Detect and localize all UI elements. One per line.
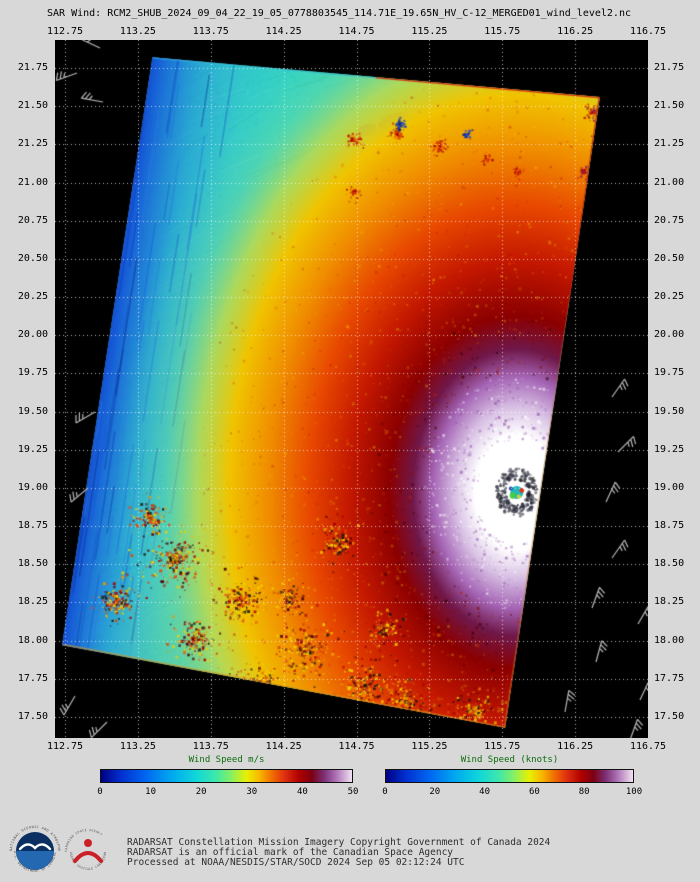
lat-tick-right: 19.25 <box>654 443 685 455</box>
lat-tick-right: 21.00 <box>654 176 685 188</box>
lat-tick-right: 20.00 <box>654 329 685 341</box>
lat-tick-right: 20.25 <box>654 291 685 303</box>
lat-tick-right: 21.75 <box>654 62 685 73</box>
csa-logo: CANADIAN SPACE AGENCY AGENCE SPATIALE CA… <box>63 827 107 871</box>
colorbar-ms-tick: 0 <box>97 787 103 797</box>
lat-tick-left: 20.00 <box>17 329 48 341</box>
colorbar-ms-tick: 40 <box>296 787 308 797</box>
lon-tick-top: 114.25 <box>265 26 302 37</box>
colorbar-knots-tick: 40 <box>479 787 491 797</box>
lon-tick-top: 112.75 <box>46 26 84 37</box>
lat-tick-right: 20.50 <box>654 252 685 264</box>
lat-tick-right: 17.50 <box>654 710 685 722</box>
noaa-logo: NATIONAL OCEANIC AND ATMOSPHERIC ADMINIS… <box>8 824 61 873</box>
lat-tick-left: 19.00 <box>17 481 48 493</box>
colorbar-knots-title: Wind Speed (knots) <box>460 755 559 765</box>
lat-tick-left: 21.00 <box>17 176 48 188</box>
colorbar-knots-tick: 80 <box>578 787 590 797</box>
lat-tick-right: 17.75 <box>654 672 685 684</box>
lat-tick-left: 17.75 <box>17 672 48 684</box>
colorbar-knots-tick: 60 <box>528 787 540 797</box>
colorbar-knots-tick: 100 <box>625 787 643 797</box>
lon-tick-bottom: 114.25 <box>265 741 302 752</box>
lat-tick-right: 18.25 <box>654 596 685 608</box>
lat-tick-right: 18.00 <box>654 634 685 646</box>
lon-tick-top: 113.75 <box>192 26 229 37</box>
lat-tick-left: 20.25 <box>17 291 48 303</box>
lon-tick-bottom: 113.25 <box>119 741 156 752</box>
lon-tick-top: 114.75 <box>338 26 375 37</box>
lon-tick-top: 116.25 <box>557 26 594 37</box>
lat-tick-left: 19.50 <box>17 405 48 417</box>
lat-tick-right: 20.75 <box>654 214 685 226</box>
lat-tick-left: 21.50 <box>17 100 48 112</box>
lat-tick-right: 19.75 <box>654 367 685 379</box>
figure-title: SAR Wind: RCM2_SHUB_2024_09_04_22_19_05_… <box>47 8 631 19</box>
noaa-sea <box>16 851 54 870</box>
lat-tick-right: 21.25 <box>654 138 685 150</box>
lat-tick-right: 19.00 <box>654 481 685 493</box>
credit-line-1: RADARSAT Constellation Mission Imagery C… <box>127 837 551 848</box>
credit-line-2: RADARSAT is an official mark of the Cana… <box>127 847 454 858</box>
csa-ring-text-top: CANADIAN SPACE AGENCY <box>64 828 103 852</box>
credits: RADARSAT Constellation Mission Imagery C… <box>127 838 550 868</box>
lat-tick-right: 18.75 <box>654 520 685 532</box>
lon-tick-bottom: 115.75 <box>484 741 521 752</box>
lon-tick-bottom: 114.75 <box>338 741 375 752</box>
lon-tick-top: 115.25 <box>411 26 448 37</box>
noaa-gull-icon <box>18 843 52 851</box>
lat-tick-left: 18.75 <box>17 520 48 532</box>
lat-tick-left: 20.50 <box>17 252 48 264</box>
credit-line-3: Processed at NOAA/NESDIS/STAR/SOCD 2024 … <box>127 857 465 868</box>
csa-mark-dot <box>84 839 92 847</box>
lat-tick-right: 19.50 <box>654 405 685 417</box>
lat-tick-left: 18.25 <box>17 596 48 608</box>
lon-tick-top: 113.25 <box>119 26 156 37</box>
colorbar-ms-tick: 30 <box>246 787 258 797</box>
colorbar-knots-tick: 0 <box>382 787 388 797</box>
lat-tick-left: 21.75 <box>17 62 48 73</box>
colorbar-knots-gradient <box>385 769 634 783</box>
svg-text:CANADIAN SPACE AGENCY: CANADIAN SPACE AGENCY <box>64 828 104 852</box>
map-plot-area <box>55 40 648 738</box>
csa-mark-swoosh-icon <box>73 851 103 863</box>
colorbar-ms-title: Wind Speed m/s <box>188 755 265 765</box>
lon-tick-top: 115.75 <box>484 26 521 37</box>
colorbar-ms-tick: 10 <box>145 787 157 797</box>
sar-wind-map <box>55 40 648 738</box>
lon-tick-bottom: 112.75 <box>46 741 84 752</box>
lat-tick-right: 21.50 <box>654 100 685 112</box>
lat-tick-left: 19.25 <box>17 443 48 455</box>
lat-tick-left: 17.50 <box>17 710 48 722</box>
lat-tick-left: 21.25 <box>17 138 48 150</box>
lon-tick-bottom: 116.25 <box>557 741 594 752</box>
colorbar-knots-tick: 20 <box>429 787 441 797</box>
lat-tick-left: 18.50 <box>17 558 48 570</box>
lon-tick-top: 116.75 <box>629 26 667 37</box>
lon-tick-bottom: 115.25 <box>411 741 448 752</box>
lat-tick-left: 18.00 <box>17 634 48 646</box>
lat-tick-left: 19.75 <box>17 367 48 379</box>
colorbar-ms-tick: 50 <box>347 787 359 797</box>
colorbar-ms-gradient <box>100 769 353 783</box>
lat-tick-left: 20.75 <box>17 214 48 226</box>
colorbar-ms-tick: 20 <box>195 787 207 797</box>
footer: NATIONAL OCEANIC AND ATMOSPHERIC ADMINIS… <box>0 824 700 882</box>
lon-tick-bottom: 116.75 <box>629 741 667 752</box>
lon-tick-bottom: 113.75 <box>192 741 229 752</box>
lat-tick-right: 18.50 <box>654 558 685 570</box>
